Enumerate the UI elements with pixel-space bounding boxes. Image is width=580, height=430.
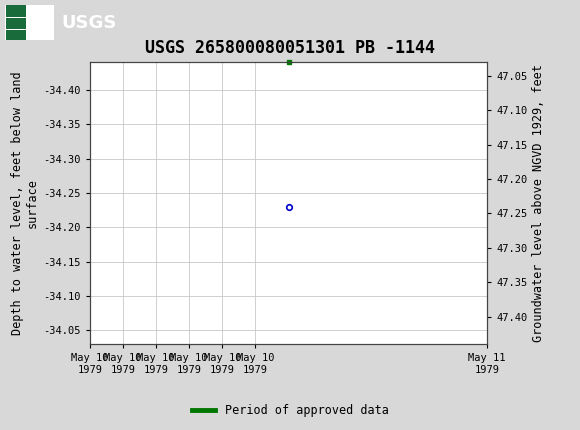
Text: USGS: USGS bbox=[61, 14, 116, 31]
Legend: Period of approved data: Period of approved data bbox=[187, 399, 393, 422]
Y-axis label: Groundwater level above NGVD 1929, feet: Groundwater level above NGVD 1929, feet bbox=[532, 64, 545, 342]
FancyBboxPatch shape bbox=[6, 6, 26, 17]
FancyBboxPatch shape bbox=[6, 18, 26, 29]
Text: USGS 265800080051301 PB -1144: USGS 265800080051301 PB -1144 bbox=[145, 39, 435, 57]
Y-axis label: Depth to water level, feet below land
surface: Depth to water level, feet below land su… bbox=[11, 71, 39, 335]
FancyBboxPatch shape bbox=[5, 6, 54, 40]
FancyBboxPatch shape bbox=[6, 30, 26, 40]
